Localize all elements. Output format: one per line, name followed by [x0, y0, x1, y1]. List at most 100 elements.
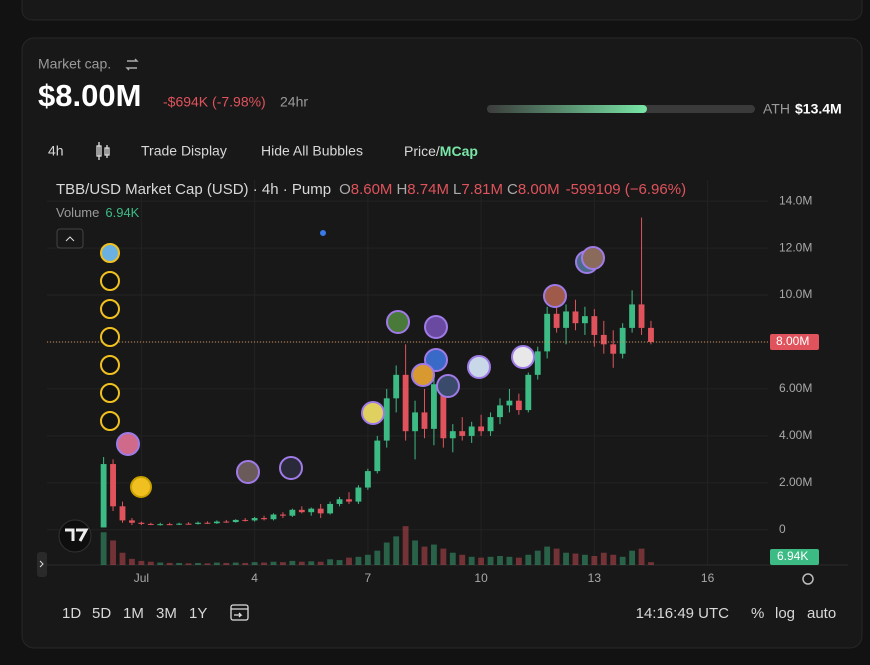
volume-bar [270, 561, 277, 565]
candle-body [100, 464, 107, 528]
x-tick-label: Jul [134, 571, 149, 585]
volume-bar [506, 556, 513, 565]
volume-bar [327, 559, 334, 565]
candle-body [280, 514, 286, 516]
ohlc-legend: O8.60M H8.74M L7.81M C8.00M [339, 181, 560, 198]
tradingview-logo[interactable] [58, 519, 92, 553]
candle-body [317, 508, 324, 514]
volume-bar [421, 546, 428, 565]
y-tick-label: 4.00M [779, 428, 812, 442]
hide-bubbles-button[interactable]: Hide All Bubbles [261, 143, 363, 159]
side-tab-icon [39, 560, 44, 568]
range-button[interactable]: 1D [62, 605, 81, 622]
volume-bar [185, 563, 192, 565]
volume-bar [232, 562, 239, 565]
candle-body [591, 316, 598, 335]
volume-bar [619, 556, 626, 565]
volume-bar [119, 552, 126, 565]
swap-icon[interactable] [125, 58, 139, 71]
ohlc-key: O [339, 181, 351, 198]
candle-body [336, 499, 343, 504]
scale-option[interactable]: log [775, 605, 795, 622]
candle-body [289, 509, 296, 516]
range-button[interactable]: 5D [92, 605, 111, 622]
x-tick-label: 13 [588, 571, 602, 585]
range-button[interactable]: 1M [123, 605, 144, 622]
volume-bar [336, 560, 343, 565]
volume-bar [430, 544, 437, 565]
candle-body [204, 522, 211, 524]
candle-body [638, 304, 645, 328]
clock: 14:16:49 UTC [636, 605, 730, 622]
volume-bar [280, 562, 286, 565]
interval-button[interactable]: 4h [48, 143, 64, 159]
candle-body [600, 334, 607, 345]
candle-body [374, 440, 381, 472]
candle-body [195, 522, 201, 524]
volume-bar [468, 556, 475, 565]
candle-body [138, 522, 145, 524]
volume-bar [629, 550, 636, 565]
scale-option[interactable]: auto [807, 605, 836, 622]
volume-bar [251, 562, 258, 565]
volume-bar [166, 562, 173, 565]
candle-body [393, 374, 400, 399]
volume-bar [553, 548, 560, 565]
settings-icon[interactable] [802, 573, 814, 585]
volume-bar [440, 548, 447, 565]
last-price-label: 8.00M [776, 334, 809, 348]
candle-body [346, 499, 352, 502]
candle-body [544, 313, 551, 352]
volume-value: 6.94K [105, 205, 139, 220]
trade-bubbles [100, 230, 605, 498]
volume-bar [110, 540, 116, 565]
candle-body [176, 523, 183, 525]
volume-bar [383, 542, 390, 565]
ohlc-key: L [453, 181, 461, 198]
mcap-option[interactable]: MCap [440, 143, 478, 159]
candle-body [459, 431, 466, 436]
price-option[interactable]: Price/ [404, 143, 440, 159]
candle-body [364, 471, 371, 488]
volume-bar [289, 560, 296, 565]
x-tick-label: 7 [365, 571, 372, 585]
y-tick-label: 0 [779, 522, 786, 536]
candle-body [478, 426, 485, 432]
top-card [21, 0, 863, 21]
volume-bar [591, 556, 598, 565]
price-mcap-toggle[interactable]: Price/MCap [404, 143, 478, 159]
ath-progress [487, 105, 647, 113]
volume-bar [449, 552, 456, 565]
scale-option[interactable]: % [751, 605, 764, 622]
chart-title: TBB/USD Market Cap (USD) · 4h · Pump [56, 181, 331, 198]
candle-body [355, 487, 362, 502]
candle-body [515, 400, 522, 411]
ohlc-value: 8.74M [407, 181, 449, 198]
volume-bar [138, 560, 145, 565]
volume-bar [100, 532, 107, 565]
volume-bar [176, 562, 183, 565]
trade-display-button[interactable]: Trade Display [141, 143, 227, 159]
candle-body [468, 426, 475, 436]
date-range-icon[interactable] [230, 604, 249, 621]
ath-value: $13.4M [795, 101, 842, 117]
volume-bar [204, 563, 211, 565]
range-button[interactable]: 1Y [189, 605, 207, 622]
volume-bar [638, 548, 645, 565]
candle-body [449, 431, 456, 439]
candle-body [572, 311, 579, 324]
candle-body [610, 344, 617, 354]
volume-bar [572, 553, 579, 565]
volume-bar [534, 550, 541, 565]
y-tick-label: 10.0M [779, 287, 812, 301]
volume-bar [298, 561, 305, 565]
candle-body [581, 316, 588, 324]
candle-type-button[interactable] [96, 142, 110, 160]
volume-bar [157, 562, 164, 565]
candle-body [261, 518, 267, 520]
candle-body [157, 524, 164, 526]
range-button[interactable]: 3M [156, 605, 177, 622]
candle-body [213, 521, 220, 524]
candle-body [430, 384, 437, 429]
collapse-button[interactable] [56, 228, 84, 249]
